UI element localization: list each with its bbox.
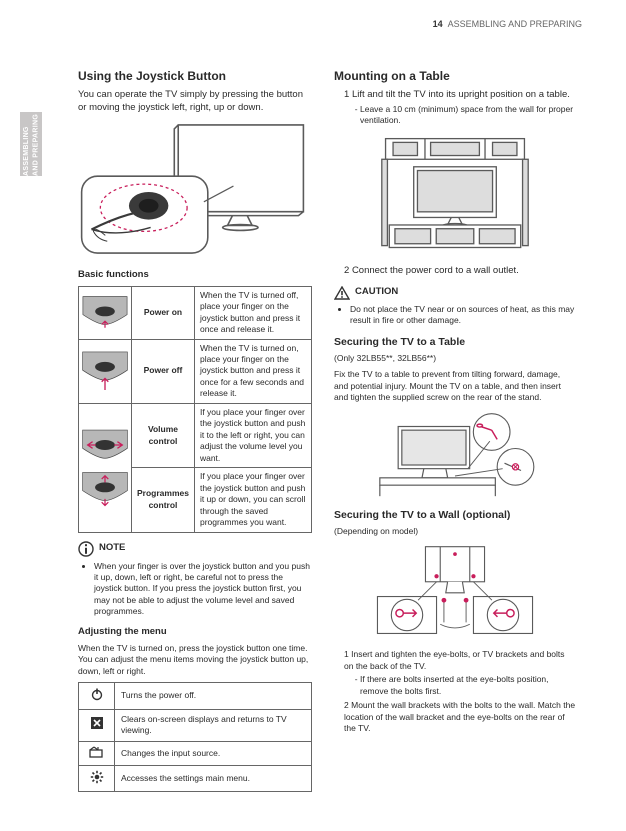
note-heading: NOTE	[78, 541, 310, 557]
op-label: Power on	[132, 286, 195, 339]
note-list: When your finger is over the joystick bu…	[88, 561, 310, 618]
adjust-intro: When the TV is turned on, press the joys…	[78, 643, 310, 677]
table-row: Accesses the settings main menu.	[79, 765, 312, 791]
op-desc: If you place your finger over the joysti…	[194, 468, 311, 532]
table-row: Clears on-screen displays and returns to…	[79, 709, 312, 741]
settings-icon	[90, 770, 104, 784]
warning-icon	[334, 286, 350, 300]
table-row: Power on When the TV is turned off, plac…	[79, 286, 312, 339]
page-header: 14 ASSEMBLING AND PREPARING	[433, 18, 582, 30]
menu-desc: Accesses the settings main menu.	[115, 765, 312, 791]
table-row: Volume control If you place your finger …	[79, 403, 312, 467]
op-desc: If you place your finger over the joysti…	[194, 403, 311, 467]
secure-intro: Fix the TV to a table to prevent from ti…	[334, 369, 576, 403]
table-row: Turns the power off.	[79, 683, 312, 709]
adjust-menu-heading: Adjusting the menu	[78, 626, 310, 639]
basic-functions-heading: Basic functions	[78, 269, 310, 282]
menu-desc: Turns the power off.	[115, 683, 312, 709]
note-item: When your finger is over the joystick bu…	[94, 561, 310, 618]
input-icon	[89, 746, 105, 758]
secure-wall-heading: Securing the TV to a Wall (optional)	[334, 508, 576, 522]
heading-mounting: Mounting on a Table	[334, 68, 576, 84]
caution-text: Do not place the TV near or on sources o…	[350, 304, 576, 327]
right-column: Mounting on a Table 1 Lift and tilt the …	[334, 68, 576, 739]
heading-joystick: Using the Joystick Button	[78, 68, 310, 84]
note-label: NOTE	[99, 542, 125, 555]
wall-step-1-sub: If there are bolts inserted at the eye-b…	[360, 674, 576, 697]
power-icon	[90, 687, 104, 701]
power-off-icon	[81, 350, 129, 392]
side-tab: ASSEMBLING AND PREPARING	[20, 112, 42, 176]
op-label: Power off	[132, 339, 195, 403]
menu-desc: Changes the input source.	[115, 741, 312, 765]
table-row: Changes the input source.	[79, 741, 312, 765]
step-1-sub: Leave a 10 cm (minimum) space from the w…	[360, 104, 576, 127]
op-desc: When the TV is turned off, place your fi…	[194, 286, 311, 339]
wall-step-2: 2 Mount the wall brackets with the bolts…	[344, 700, 576, 734]
wall-bolt-figure	[334, 543, 576, 639]
secure-table-heading: Securing the TV to a Table	[334, 335, 576, 349]
side-tab-label: ASSEMBLING AND PREPARING	[22, 112, 41, 176]
page-number: 14	[433, 19, 443, 29]
table-row: Power off When the TV is turned on, plac…	[79, 339, 312, 403]
op-desc: When the TV is turned on, place your fin…	[194, 339, 311, 403]
info-icon	[78, 541, 94, 557]
intro-text: You can operate the TV simply by pressin…	[78, 89, 310, 115]
close-icon	[90, 716, 104, 730]
left-column: Using the Joystick Button You can operat…	[78, 68, 310, 792]
wall-model: (Depending on model)	[334, 526, 576, 537]
op-label: Volume control	[132, 403, 195, 467]
caution-heading: CAUTION	[334, 286, 576, 300]
op-label: Programmes control	[132, 468, 195, 532]
joystick-figure	[78, 121, 310, 259]
step-1: 1 Lift and tilt the TV into its upright …	[344, 89, 576, 102]
wall-step-1: 1 Insert and tighten the eye-bolts, or T…	[344, 649, 576, 672]
operations-table: Power on When the TV is turned off, plac…	[78, 286, 312, 533]
power-on-icon	[81, 295, 129, 331]
caution-label: CAUTION	[355, 286, 398, 299]
menu-desc: Clears on-screen displays and returns to…	[115, 709, 312, 741]
volume-icon	[81, 428, 129, 462]
secure-model: (Only 32LB55**, 32LB56**)	[334, 353, 576, 364]
menu-table: Turns the power off. Clears on-screen di…	[78, 682, 312, 792]
step-2: 2 Connect the power cord to a wall outle…	[344, 265, 576, 278]
programme-icon	[81, 470, 129, 508]
cabinet-figure	[334, 133, 576, 255]
page-header-title: ASSEMBLING AND PREPARING	[448, 19, 582, 29]
bolt-figure	[334, 410, 576, 498]
